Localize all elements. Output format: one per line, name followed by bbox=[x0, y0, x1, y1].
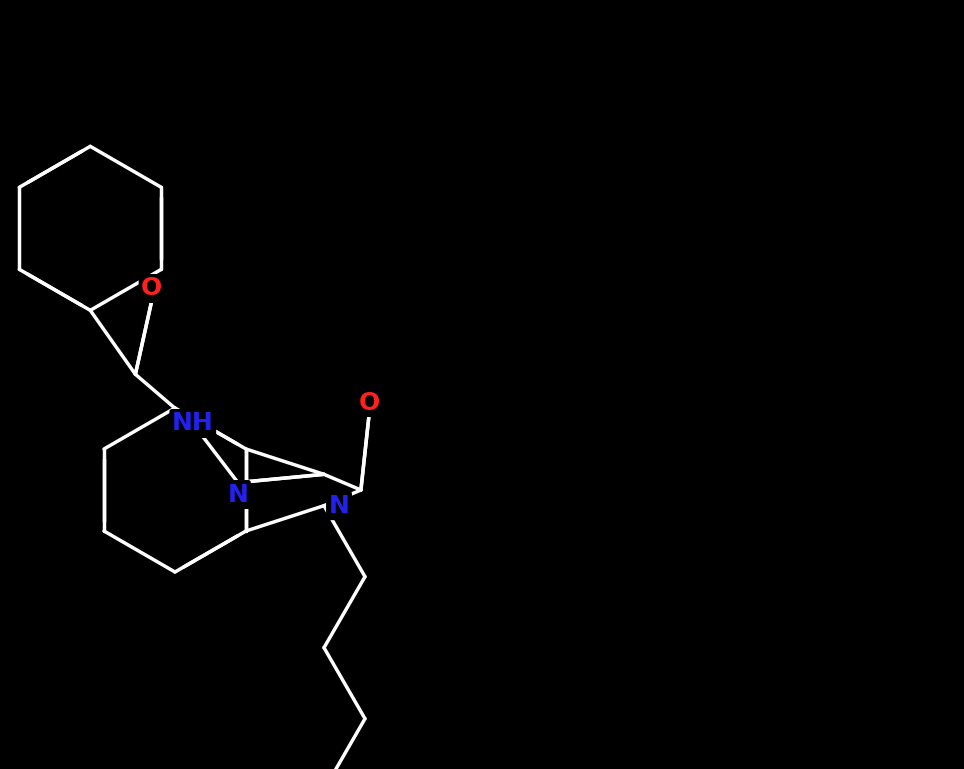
Text: O: O bbox=[359, 391, 380, 414]
Text: NH: NH bbox=[172, 411, 214, 435]
Text: N: N bbox=[329, 494, 349, 518]
Text: N: N bbox=[228, 482, 249, 507]
Text: O: O bbox=[141, 277, 162, 301]
